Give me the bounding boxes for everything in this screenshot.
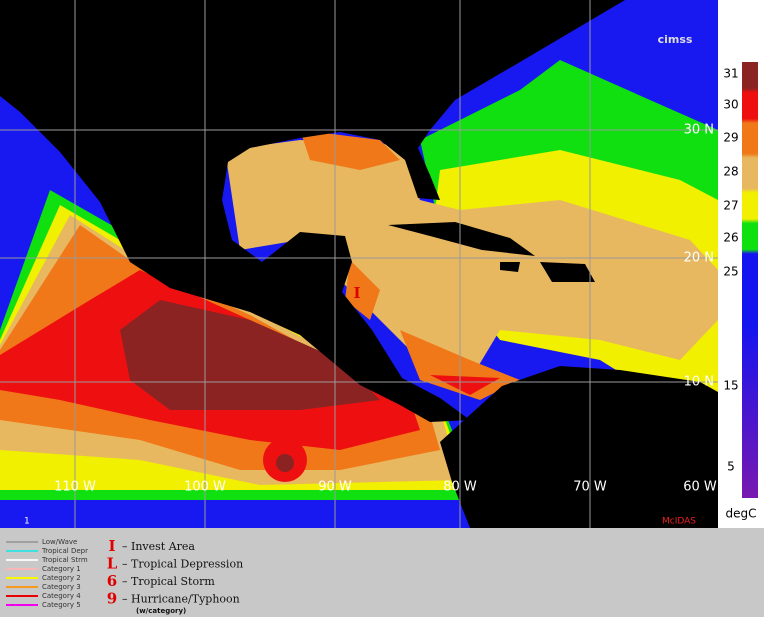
legend-label: Tropical Depr — [41, 547, 88, 555]
legend-symbol: I — [108, 537, 115, 555]
colorbar-label: 5 — [727, 460, 735, 474]
lon-label: 110 W — [54, 480, 96, 495]
colorbar-label: 29 — [723, 131, 738, 145]
lat-label: 10 N — [684, 375, 714, 390]
legend-label: – Hurricane/Typhoon — [122, 593, 240, 606]
lon-label: 80 W — [443, 480, 477, 495]
legend-symbol: 9 — [107, 590, 117, 608]
storm-marker: I — [353, 284, 360, 302]
legend-label: Category 2 — [42, 574, 81, 582]
legend-note: (w/category) — [136, 607, 186, 615]
graticule — [0, 0, 718, 528]
legend-label: – Tropical Depression — [122, 558, 243, 571]
legend-label: Category 1 — [42, 565, 81, 573]
legend-label: Category 4 — [42, 592, 81, 600]
colorbar-unit: degC — [726, 507, 757, 521]
legend-label: Category 3 — [42, 583, 81, 591]
lat-label: 30 N — [684, 123, 714, 138]
map: cimss I 1 McIDAS 30 N 20 N 10 N 110 W 100 W 9… — [0, 0, 718, 528]
legend-label: – Tropical Storm — [122, 575, 215, 588]
colorbar-label: 27 — [723, 199, 738, 213]
lon-label: 70 W — [573, 480, 607, 495]
frame-number: 1 — [24, 517, 30, 527]
lon-label: 90 W — [318, 480, 352, 495]
legend-symbol: 6 — [107, 572, 117, 590]
legend-label: Low/Wave — [42, 538, 77, 546]
colorbar-label: 25 — [723, 265, 738, 279]
lon-label: 100 W — [184, 480, 226, 495]
logo: cimss — [658, 33, 693, 46]
colorbar — [742, 62, 758, 498]
lat-label: 20 N — [684, 251, 714, 266]
colorbar-label: 28 — [723, 165, 738, 179]
colorbar-label: 31 — [723, 67, 738, 81]
legend-label: Tropical Strm — [41, 556, 88, 564]
legend-label: – Invest Area — [122, 540, 195, 553]
colorbar-label: 30 — [723, 98, 738, 112]
colorbar-labels: 31 30 29 28 27 26 25 15 5 — [723, 67, 738, 474]
legend-symbol: L — [107, 555, 118, 573]
colorbar-label: 15 — [723, 379, 738, 393]
lon-label: 60 W — [683, 480, 717, 495]
grid-labels: 30 N 20 N 10 N 110 W 100 W 90 W 80 W 70 W 60 W — [54, 123, 717, 495]
legend-label: Category 5 — [42, 601, 81, 609]
credit: McIDAS — [662, 517, 696, 527]
colorbar-label: 26 — [723, 231, 738, 245]
